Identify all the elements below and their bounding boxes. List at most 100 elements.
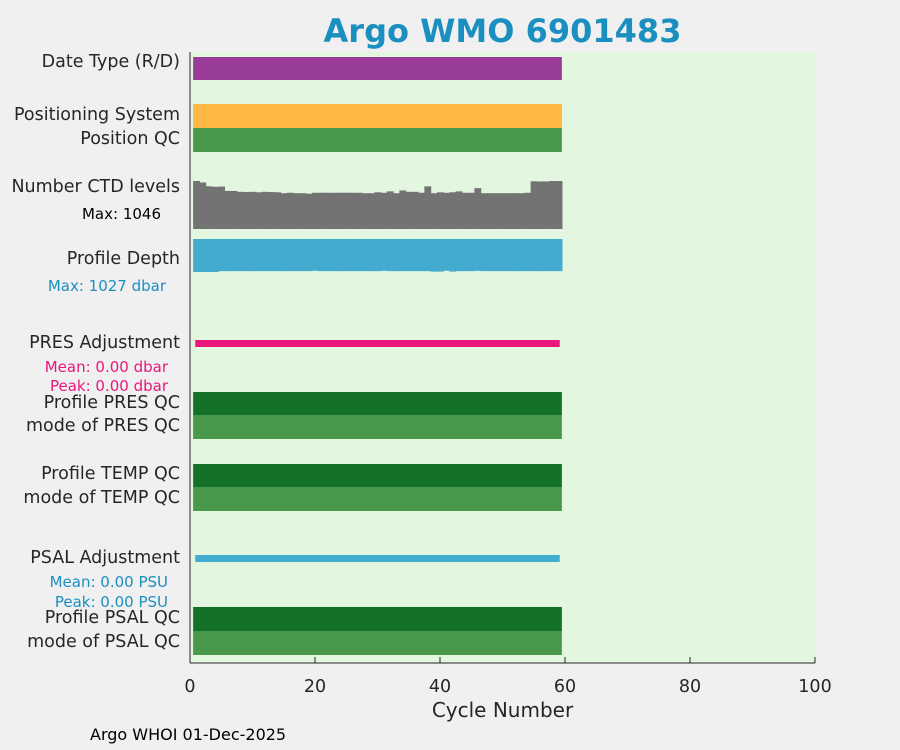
ctd-levels-bar — [211, 186, 219, 229]
row-label-mode-pres-qc: mode of PRES QC — [25, 416, 180, 436]
profile-depth-bar — [374, 239, 382, 272]
profile-depth-bar — [193, 239, 200, 272]
psal-mean-note: Mean: 0.00 PSU — [49, 573, 168, 591]
ctd-levels-bar — [243, 192, 250, 229]
profile-depth-bar — [386, 239, 394, 272]
bar-mode-pres-qc — [193, 415, 562, 439]
ctd-levels-bar — [411, 191, 419, 229]
depth-max-note: Max: 1027 dbar — [47, 277, 166, 295]
ctd-levels-bar — [505, 193, 513, 229]
row-label-profile-pres-qc: Profile PRES QC — [43, 393, 180, 413]
ctd-levels-bar — [224, 190, 232, 229]
ctd-levels-bar — [461, 192, 469, 229]
ctd-levels-bar — [330, 192, 338, 229]
profile-depth-bar — [424, 239, 432, 272]
profile-depth-bar — [361, 239, 369, 272]
profile-depth-bar — [530, 239, 538, 272]
profile-depth-bar — [305, 239, 313, 272]
ctd-levels-bar — [524, 192, 532, 229]
ctd-levels-bar — [349, 192, 357, 229]
chart-title: Argo WMO 6901483 — [323, 12, 682, 50]
profile-depth-bar — [236, 239, 244, 272]
x-tick-label: 0 — [184, 677, 195, 697]
profile-depth-bar — [505, 239, 513, 272]
ctd-levels-bar — [274, 192, 282, 229]
footer-credit: Argo WHOI 01-Dec-2025 — [90, 725, 287, 744]
row-label-pres-adjustment: PRES Adjustment — [29, 333, 180, 353]
pres-mean-note: Mean: 0.00 dbar — [44, 358, 168, 376]
profile-depth-bar — [461, 239, 469, 272]
ctd-levels-bar — [480, 193, 488, 229]
profile-depth-bar — [343, 239, 350, 272]
row-label-psal-adjustment: PSAL Adjustment — [30, 548, 180, 568]
profile-depth-bar — [455, 239, 463, 272]
ctd-levels-bar — [368, 193, 375, 229]
profile-depth-bar — [480, 239, 488, 272]
bar-date-type — [193, 57, 562, 80]
profile-depth-bar — [393, 239, 400, 272]
ctd-levels-bar — [268, 192, 275, 229]
row-label-ctd-levels: Number CTD levels — [11, 177, 180, 197]
profile-depth-bar — [318, 239, 325, 272]
profile-depth-bar — [524, 239, 532, 272]
x-tick-label: 80 — [679, 677, 701, 697]
ctd-levels-bar — [518, 193, 525, 229]
profile-depth-bar — [230, 239, 238, 272]
ctd-levels-bar — [299, 193, 307, 229]
profile-depth-bar — [311, 239, 319, 271]
ctd-levels-bar — [280, 193, 288, 229]
profile-depth-bar — [555, 239, 563, 272]
bar-profile-pres-qc — [193, 392, 562, 415]
profile-depth-bar — [449, 239, 457, 272]
profile-depth-bar — [261, 239, 269, 272]
profile-depth-bar — [549, 239, 557, 272]
ctd-max-note: Max: 1046 — [81, 205, 161, 223]
profile-depth-bar — [330, 239, 338, 272]
profile-depth-bar — [349, 239, 357, 272]
ctd-levels-bar — [468, 192, 475, 229]
profile-depth-bar — [224, 239, 232, 272]
bar-mode-psal-qc — [193, 631, 562, 655]
profile-depth-bar — [293, 239, 300, 272]
profile-depth-bar — [274, 239, 282, 272]
profile-depth-bar — [199, 239, 207, 272]
profile-depth-bar — [336, 239, 344, 272]
profile-depth-bar — [243, 239, 250, 272]
pres-peak-note: Peak: 0.00 dbar — [49, 377, 168, 395]
ctd-levels-bar — [455, 191, 463, 229]
ctd-levels-bar — [230, 190, 238, 229]
profile-depth-bar — [430, 239, 438, 272]
ctd-levels-bar — [499, 193, 507, 229]
row-label-position-qc: Position QC — [80, 129, 180, 149]
profile-depth-bar — [499, 239, 507, 272]
row-label-profile-psal-qc: Profile PSAL QC — [44, 608, 180, 628]
row-label-mode-psal-qc: mode of PSAL QC — [27, 632, 180, 652]
profile-depth-bar — [280, 239, 288, 272]
profile-depth-bar — [511, 239, 519, 272]
profile-depth-bar — [405, 239, 413, 272]
ctd-levels-bar — [293, 193, 300, 229]
profile-depth-bar — [399, 239, 407, 272]
profile-depth-bar — [443, 239, 450, 271]
ctd-levels-bar — [193, 181, 200, 229]
ctd-levels-bar — [424, 186, 432, 229]
x-tick-label: 100 — [798, 677, 831, 697]
profile-depth-bar — [211, 239, 219, 272]
profile-depth-bar — [205, 239, 213, 272]
ctd-levels-bar — [430, 193, 438, 229]
ctd-levels-bar — [555, 181, 563, 229]
ctd-levels-bar — [393, 193, 400, 229]
bar-position-qc — [193, 128, 562, 152]
x-tick-label: 20 — [304, 677, 326, 697]
profile-depth-bar — [299, 239, 307, 272]
ctd-levels-bar — [418, 192, 425, 229]
ctd-levels-bar — [324, 192, 332, 229]
ctd-levels-bar — [405, 191, 413, 229]
ctd-levels-bar — [530, 181, 538, 229]
bar-profile-psal-qc — [193, 607, 562, 631]
ctd-levels-bar — [343, 192, 350, 229]
profile-depth-bar — [536, 239, 544, 272]
x-tick-label: 60 — [554, 677, 576, 697]
ctd-levels-bar — [318, 192, 325, 229]
